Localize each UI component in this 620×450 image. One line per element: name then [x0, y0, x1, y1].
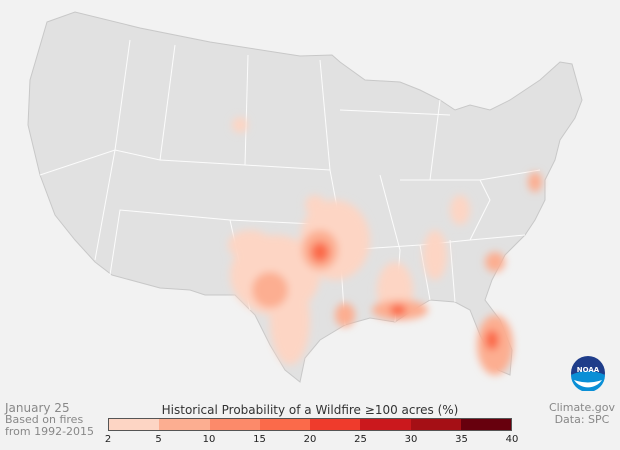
us-map: [27, 11, 583, 383]
legend-tick: 40: [505, 434, 519, 445]
basis-line2: from 1992-2015: [5, 425, 95, 438]
legend-tick: 15: [253, 434, 266, 445]
data-source: Data: SPC: [554, 413, 610, 426]
basis-line1: Based on fires: [5, 413, 84, 426]
legend-tick: 25: [354, 434, 367, 445]
legend-swatch: [360, 419, 411, 430]
wildfire-probability-areas: [228, 117, 542, 375]
legend-tick: 5: [155, 434, 162, 445]
site-credit: Climate.gov: [548, 401, 615, 414]
legend-swatch: [259, 419, 310, 430]
legend-tick: 10: [202, 434, 216, 445]
legend-color-bar: [108, 418, 512, 431]
svg-text:NOAA: NOAA: [577, 366, 600, 374]
date-label: January 25: [5, 401, 70, 415]
legend-tick: 20: [303, 434, 317, 445]
credits: Climate.gov Data: SPC: [549, 402, 615, 426]
legend-swatch: [209, 419, 260, 430]
date-info: January 25 Based on fires from 1992-2015: [5, 402, 94, 438]
legend-title: Historical Probability of a Wildfire ≥10…: [161, 403, 459, 417]
legend-swatch: [410, 419, 461, 430]
legend-swatch: [310, 419, 361, 430]
legend-tick: 2: [104, 434, 112, 445]
legend-tick: 35: [455, 434, 468, 445]
legend-swatch: [109, 419, 160, 430]
legend-tick: 30: [404, 434, 418, 445]
legend-swatch: [460, 419, 511, 430]
legend-swatch: [159, 419, 210, 430]
noaa-logo: NOAA: [570, 355, 606, 395]
